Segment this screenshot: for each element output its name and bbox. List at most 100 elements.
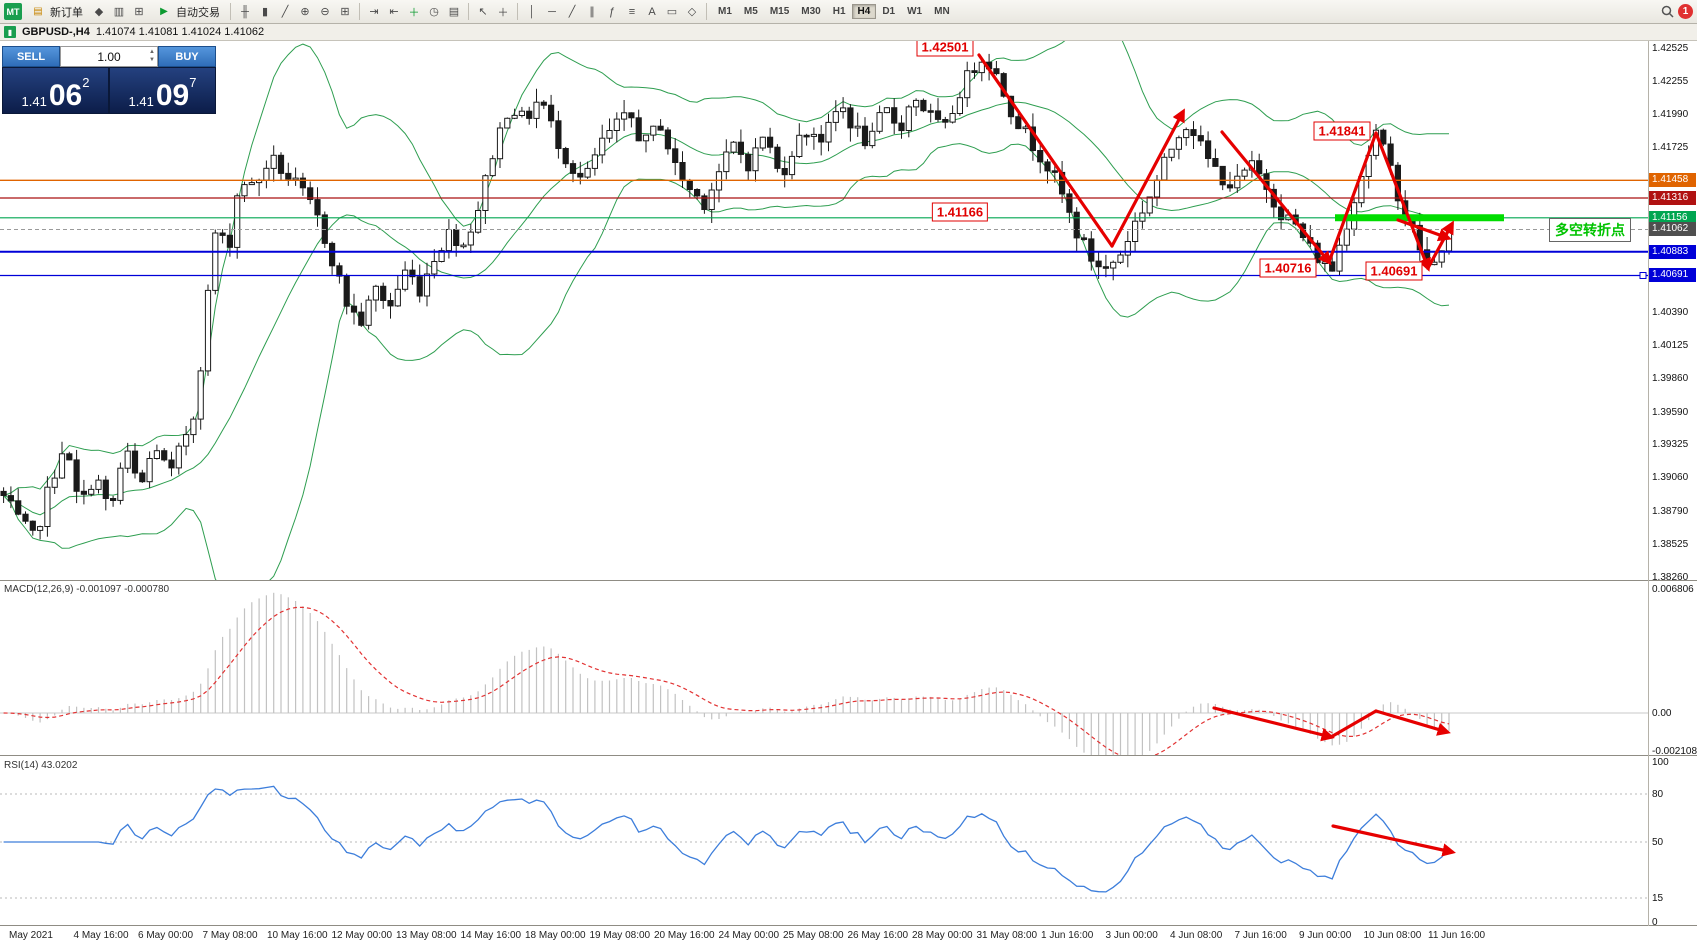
period-button-h1[interactable]: H1 bbox=[832, 6, 846, 17]
auto-scroll-icon[interactable]: ⇥ bbox=[369, 6, 379, 18]
zoom-in-icon[interactable]: ⊕ bbox=[300, 6, 310, 18]
period-button-h4[interactable]: H4 bbox=[851, 4, 877, 19]
time-axis-label: 24 May 00:00 bbox=[718, 930, 780, 941]
sell-button[interactable]: SELL bbox=[2, 46, 60, 67]
price-axis-label: 1.42255 bbox=[1652, 75, 1689, 87]
macd-axis-label: 0.006806 bbox=[1652, 583, 1694, 595]
time-axis-label: 20 May 16:00 bbox=[654, 930, 715, 941]
rsi-axis-label: 80 bbox=[1652, 788, 1664, 800]
chart-price-annotation[interactable]: 1.40691 bbox=[1365, 261, 1423, 281]
chart-ohlc-values: 1.41074 1.41081 1.41024 1.41062 bbox=[95, 26, 265, 38]
candle-chart-icon[interactable]: ▮ bbox=[261, 6, 269, 18]
time-axis-label: 7 May 08:00 bbox=[202, 930, 258, 941]
chart-shift-icon[interactable]: ⇤ bbox=[389, 6, 399, 18]
market-watch-icon[interactable]: ◆ bbox=[94, 6, 104, 18]
volume-value: 1.00 bbox=[97, 49, 121, 64]
navigator-icon[interactable]: ▥ bbox=[113, 6, 125, 18]
price-axis-label: 1.38790 bbox=[1652, 505, 1689, 517]
vertical-line-icon[interactable]: │ bbox=[528, 5, 536, 18]
label-icon[interactable]: ▭ bbox=[666, 6, 678, 18]
period-button-m1[interactable]: M1 bbox=[718, 6, 732, 17]
time-axis-label: 11 Jun 16:00 bbox=[1428, 930, 1486, 941]
price-axis-label: 1.42525 bbox=[1652, 42, 1689, 54]
buy-button[interactable]: BUY bbox=[158, 46, 216, 67]
search-icon[interactable] bbox=[1658, 3, 1676, 20]
ask-price-sup: 7 bbox=[189, 75, 197, 90]
terminal-icon[interactable]: ⊞ bbox=[134, 6, 144, 18]
price-axis-highlight: 1.41062 bbox=[1649, 222, 1696, 237]
bid-price-prefix: 1.41 bbox=[21, 94, 47, 109]
price-axis-label: 1.41725 bbox=[1652, 141, 1689, 153]
bid-price-sup: 2 bbox=[82, 75, 90, 90]
period-clock-icon[interactable]: ◷ bbox=[429, 6, 439, 18]
chart-price-annotation[interactable]: 1.41166 bbox=[931, 202, 989, 222]
fibonacci-icon[interactable]: ƒ bbox=[608, 5, 616, 18]
period-button-m15[interactable]: M15 bbox=[769, 6, 790, 17]
time-axis-label: 19 May 08:00 bbox=[589, 930, 651, 941]
zoom-out-icon[interactable]: ⊖ bbox=[320, 6, 330, 18]
time-axis-label: 7 Jun 16:00 bbox=[1234, 930, 1287, 941]
price-axis-label: 1.40390 bbox=[1652, 307, 1689, 319]
price-axis-highlight: 1.41316 bbox=[1649, 190, 1696, 205]
price-axis-label: 1.39060 bbox=[1652, 472, 1689, 484]
rsi-axis-label: 0 bbox=[1652, 916, 1658, 928]
price-axis-highlight: 1.41458 bbox=[1649, 173, 1696, 188]
cursor-icon[interactable]: ↖ bbox=[478, 6, 488, 18]
rsi-panel-label: RSI(14) 43.0202 bbox=[4, 760, 78, 771]
macd-panel-label: MACD(12,26,9) -0.001097 -0.000780 bbox=[4, 584, 170, 595]
indicators-add-icon[interactable]: ＋ bbox=[408, 6, 420, 19]
price-axis-label: 1.39590 bbox=[1652, 406, 1689, 418]
period-button-d1[interactable]: D1 bbox=[882, 6, 896, 17]
time-axis-label: 4 May 16:00 bbox=[73, 930, 129, 941]
line-chart-icon[interactable]: ╱ bbox=[281, 6, 289, 18]
period-buttons: M1 M5 M15 M30 H1 H4 D1 W1 MN bbox=[712, 4, 956, 19]
new-order-button[interactable]: ▤ 新订单 bbox=[24, 1, 88, 22]
one-click-trade-panel: SELL 1.00 ▲ ▼ BUY 1.41 06 2 1.41 09 7 bbox=[2, 46, 216, 114]
autotrade-label: 自动交易 bbox=[176, 6, 220, 19]
rsi-axis-label: 50 bbox=[1652, 836, 1664, 848]
price-axis-highlight: 1.40883 bbox=[1649, 244, 1696, 259]
chart-note-annotation[interactable]: 多空转折点 bbox=[1549, 218, 1631, 242]
volume-input[interactable]: 1.00 ▲ ▼ bbox=[60, 46, 158, 67]
shapes-icon[interactable]: ◇ bbox=[687, 6, 697, 18]
time-axis-label: May 2021 bbox=[9, 930, 53, 941]
autotrade-button[interactable]: ▶ 自动交易 bbox=[150, 1, 225, 22]
period-button-m30[interactable]: M30 bbox=[801, 6, 821, 17]
chart-tab-icon: ▮ bbox=[4, 26, 16, 38]
trendline-icon[interactable]: ╱ bbox=[568, 6, 576, 18]
price-axis-highlight: 1.40691 bbox=[1649, 268, 1696, 283]
period-button-mn[interactable]: MN bbox=[934, 6, 950, 17]
channel-icon[interactable]: ∥ bbox=[589, 6, 595, 18]
notification-badge[interactable]: 1 bbox=[1678, 4, 1693, 19]
time-axis-label: 26 May 16:00 bbox=[847, 930, 909, 941]
time-axis-label: 28 May 00:00 bbox=[912, 930, 973, 941]
text-icon[interactable]: A bbox=[648, 5, 656, 18]
crosshair-icon[interactable]: ＋ bbox=[497, 6, 509, 19]
equidistant-icon[interactable]: ≡ bbox=[628, 5, 636, 18]
bar-chart-icon[interactable]: ╫ bbox=[241, 5, 249, 18]
templates-icon[interactable]: ▤ bbox=[448, 6, 460, 18]
volume-stepper[interactable]: ▲ ▼ bbox=[149, 48, 155, 64]
volume-down-icon[interactable]: ▼ bbox=[149, 57, 155, 63]
period-button-m5[interactable]: M5 bbox=[743, 6, 758, 17]
horizontal-line-icon[interactable]: ─ bbox=[548, 5, 556, 18]
chart-price-annotation[interactable]: 1.40716 bbox=[1259, 258, 1317, 278]
autotrade-play-icon: ▶ bbox=[160, 6, 168, 17]
volume-up-icon[interactable]: ▲ bbox=[149, 49, 155, 55]
time-axis-label: 31 May 08:00 bbox=[976, 930, 1038, 941]
ask-price-display[interactable]: 1.41 09 7 bbox=[109, 67, 216, 114]
time-axis-label: 13 May 08:00 bbox=[396, 930, 457, 941]
chart-price-annotation[interactable]: 1.41841 bbox=[1313, 121, 1371, 141]
price-axis-label: 1.39860 bbox=[1652, 373, 1689, 385]
tile-windows-icon[interactable]: ⊞ bbox=[340, 6, 350, 18]
ask-price-prefix: 1.41 bbox=[128, 94, 154, 109]
price-axis-label: 1.38260 bbox=[1652, 571, 1689, 583]
period-button-w1[interactable]: W1 bbox=[907, 6, 923, 17]
toolbar-separator bbox=[359, 3, 360, 20]
toolbar-separator bbox=[230, 3, 231, 20]
time-axis-label: 25 May 08:00 bbox=[783, 930, 844, 941]
bid-price-display[interactable]: 1.41 06 2 bbox=[2, 67, 109, 114]
time-axis-label: 14 May 16:00 bbox=[460, 930, 522, 941]
